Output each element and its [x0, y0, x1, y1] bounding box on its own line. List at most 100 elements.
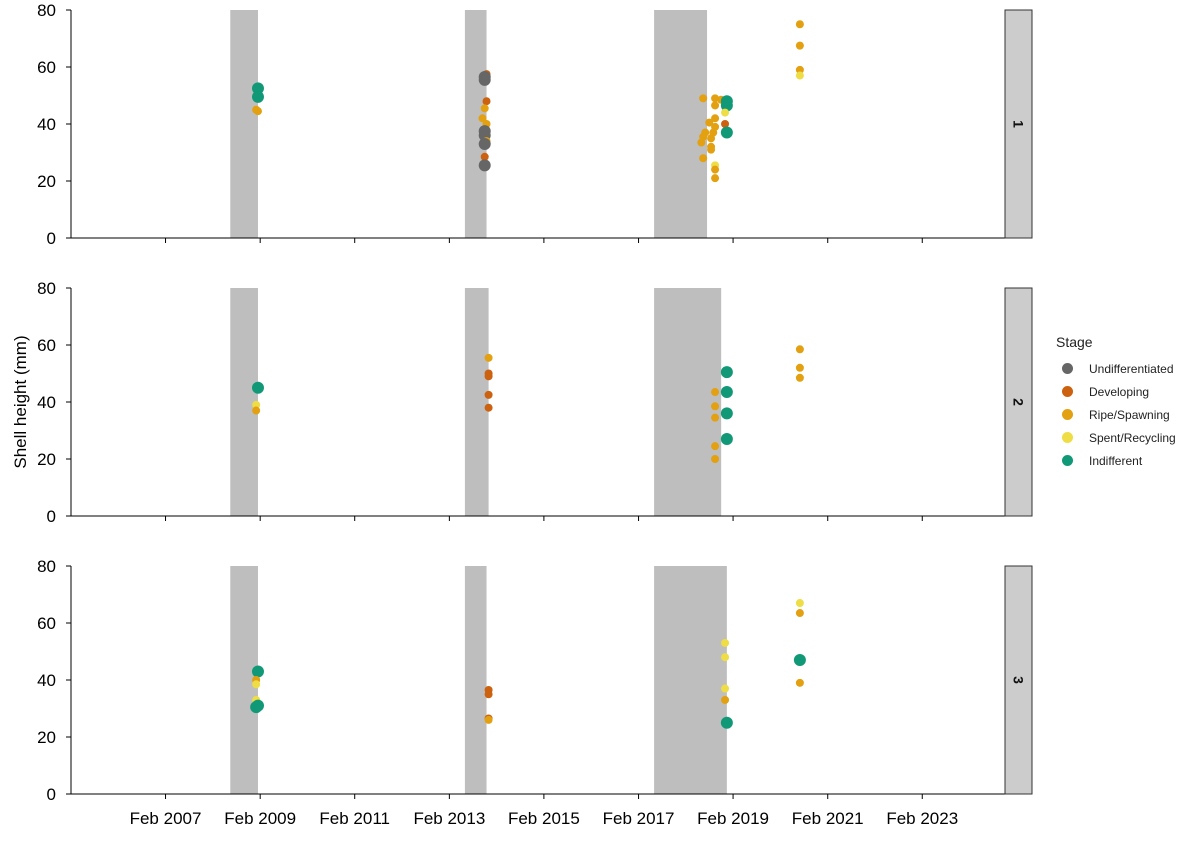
legend-swatch — [1061, 432, 1073, 443]
x-tick-label: Feb 2017 — [603, 809, 675, 828]
y-tick-label: 0 — [47, 229, 56, 248]
data-point — [250, 701, 263, 714]
y-tick-label: 40 — [37, 671, 56, 690]
panel-strip — [1004, 565, 1033, 795]
y-tick-label: 40 — [37, 115, 56, 134]
legend-swatch — [1061, 363, 1073, 374]
y-tick-label: 0 — [47, 785, 56, 804]
data-point — [251, 82, 264, 95]
data-point — [252, 406, 261, 415]
data-point — [720, 433, 733, 446]
y-tick-label: 40 — [37, 393, 56, 412]
y-tick-label: 20 — [37, 728, 56, 747]
panel-strip-label: 3 — [1011, 676, 1027, 684]
data-point — [484, 403, 493, 412]
data-point — [721, 120, 730, 128]
legend-item: Developing — [1056, 380, 1176, 403]
legend-swatch — [1061, 409, 1073, 420]
data-point — [795, 20, 804, 29]
panel-strip-label: 2 — [1011, 398, 1027, 406]
data-point — [711, 455, 720, 463]
data-point — [711, 402, 720, 411]
data-point — [720, 366, 733, 379]
legend-key — [1060, 454, 1074, 468]
y-tick-label: 60 — [37, 614, 56, 633]
legend-key — [1060, 362, 1074, 376]
y-tick-label: 80 — [37, 1, 56, 20]
x-tick-label: Feb 2013 — [413, 809, 485, 828]
data-point — [251, 381, 264, 394]
x-tick-label: Feb 2021 — [792, 809, 864, 828]
shaded-period — [464, 566, 487, 794]
data-point — [795, 65, 804, 74]
x-tick-label: Feb 2015 — [508, 809, 580, 828]
data-point — [484, 715, 493, 724]
data-point — [480, 152, 489, 161]
data-point — [711, 388, 720, 397]
data-point — [252, 400, 261, 409]
data-point — [697, 138, 706, 147]
data-point — [795, 71, 804, 80]
data-point — [711, 101, 720, 110]
x-tick-label: Feb 2011 — [319, 809, 390, 828]
data-point — [720, 99, 733, 112]
legend-label: Developing — [1089, 384, 1150, 399]
legend-item: Spent/Recycling — [1056, 426, 1176, 449]
data-point — [707, 134, 716, 143]
panel-strip — [1004, 9, 1033, 239]
x-tick-label: Feb 2007 — [130, 809, 202, 828]
legend: Stage Undifferentiated Developing Ripe/Spa… — [1056, 334, 1176, 472]
x-tick-label: Feb 2009 — [224, 809, 296, 828]
data-point — [720, 716, 733, 729]
y-tick-label: 80 — [37, 557, 56, 576]
legend-item: Undifferentiated — [1056, 357, 1176, 380]
data-point — [251, 665, 264, 678]
legend-swatch — [1061, 386, 1073, 397]
data-point — [699, 94, 708, 103]
data-point — [484, 390, 493, 399]
data-point — [478, 137, 491, 150]
shaded-period — [230, 10, 258, 238]
data-point — [721, 684, 730, 693]
y-tick-label: 0 — [47, 507, 56, 526]
y-tick-label: 20 — [37, 450, 56, 469]
y-tick-label: 20 — [37, 172, 56, 191]
data-point — [711, 165, 720, 174]
data-point — [478, 73, 491, 86]
data-point — [484, 372, 493, 381]
data-point — [795, 373, 804, 382]
data-point — [720, 386, 733, 399]
data-point — [252, 680, 261, 689]
legend-label: Indifferent — [1089, 453, 1143, 468]
legend-label: Spent/Recycling — [1089, 430, 1176, 445]
data-point — [711, 442, 720, 451]
data-point — [480, 104, 489, 113]
data-point — [253, 107, 262, 116]
legend-swatch — [1061, 455, 1073, 466]
y-tick-label: 80 — [37, 279, 56, 298]
legend-items: Undifferentiated Developing Ripe/Spawning S… — [1056, 357, 1176, 472]
y-axis-title: Shell height (mm) — [11, 335, 30, 468]
panel-2: 0 20 40 60 80 2 — [37, 279, 1033, 526]
data-point — [699, 154, 708, 163]
data-point — [711, 413, 720, 422]
data-point — [720, 407, 733, 420]
shaded-period — [654, 10, 708, 238]
x-tick-label: Feb 2023 — [886, 809, 958, 828]
data-point — [795, 609, 804, 618]
data-point — [705, 118, 714, 127]
data-point — [484, 690, 493, 699]
panel-strip — [1004, 287, 1033, 517]
data-point — [795, 363, 804, 372]
legend-item: Ripe/Spawning — [1056, 403, 1176, 426]
data-point — [711, 114, 720, 123]
shaded-period — [654, 566, 727, 794]
data-point — [795, 678, 804, 687]
data-point — [793, 654, 806, 667]
y-tick-label: 60 — [37, 336, 56, 355]
data-point — [721, 638, 730, 647]
panel-1: 0 20 40 60 80 1 — [37, 1, 1033, 248]
data-point — [795, 599, 804, 608]
data-point — [795, 41, 804, 50]
